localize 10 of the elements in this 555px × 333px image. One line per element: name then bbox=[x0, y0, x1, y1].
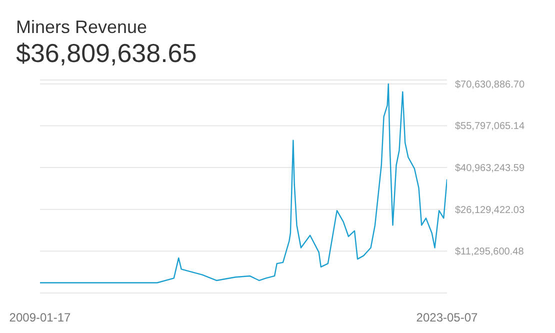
line-series bbox=[40, 83, 447, 284]
y-tick-label: $40,963,243.59 bbox=[455, 163, 525, 174]
y-tick-label: $70,630,886.70 bbox=[455, 79, 525, 90]
chart-title: Miners Revenue bbox=[16, 16, 148, 38]
y-tick-label: $55,797,065.14 bbox=[455, 121, 525, 132]
x-tick-label: 2009-01-17 bbox=[9, 310, 72, 325]
x-tick-label: 2023-05-07 bbox=[416, 310, 478, 325]
y-tick-label: $11,295,600.48 bbox=[455, 246, 524, 258]
y-tick-label: $26,129,422.03 bbox=[455, 204, 525, 216]
chart-subtitle: $36,809,638.65 bbox=[16, 38, 198, 68]
